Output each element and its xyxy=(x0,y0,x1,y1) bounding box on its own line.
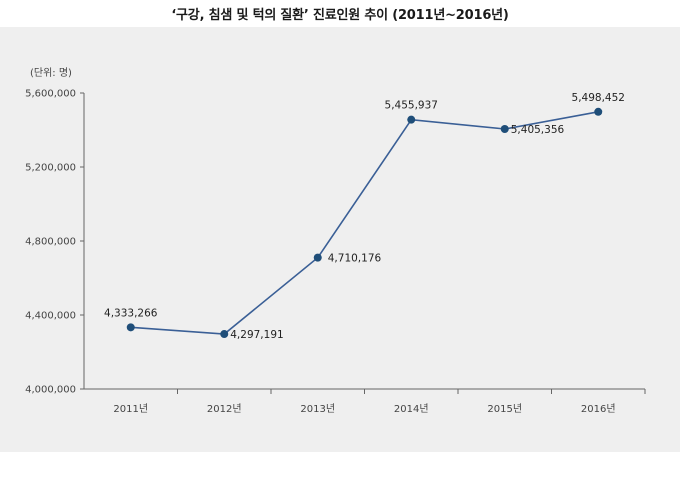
x-tick-label: 2014년 xyxy=(394,403,429,415)
data-point xyxy=(313,253,322,262)
y-tick-label: 4,400,000 xyxy=(25,311,76,322)
y-tick-label: 5,200,000 xyxy=(25,163,76,174)
data-point xyxy=(407,115,416,124)
x-tick-label: 2016년 xyxy=(581,403,616,415)
data-point xyxy=(594,107,603,116)
data-label: 5,498,452 xyxy=(572,92,625,104)
x-tick-label: 2015년 xyxy=(487,403,522,415)
y-tick-label: 4,800,000 xyxy=(25,237,76,248)
data-point xyxy=(220,330,229,339)
data-label: 5,405,356 xyxy=(511,124,565,136)
data-label: 4,333,266 xyxy=(104,307,158,319)
data-point xyxy=(500,125,509,134)
data-point xyxy=(126,323,135,332)
data-label: 4,297,191 xyxy=(230,329,283,341)
chart-title: ‘구강, 침샘 및 턱의 질환’ 진료인원 추이 (2011년~2016년) xyxy=(171,8,509,23)
data-label: 4,710,176 xyxy=(328,253,382,265)
x-tick-label: 2012년 xyxy=(207,403,242,415)
x-tick-label: 2011년 xyxy=(113,403,148,415)
series-line xyxy=(130,111,599,335)
y-tick-label: 5,600,000 xyxy=(25,89,76,100)
y-tick-label: 4,000,000 xyxy=(25,385,76,396)
unit-label: (단위: 명) xyxy=(30,66,72,79)
data-label: 5,455,937 xyxy=(385,100,438,112)
x-tick-label: 2013년 xyxy=(300,403,335,415)
chart-panel xyxy=(0,27,680,452)
